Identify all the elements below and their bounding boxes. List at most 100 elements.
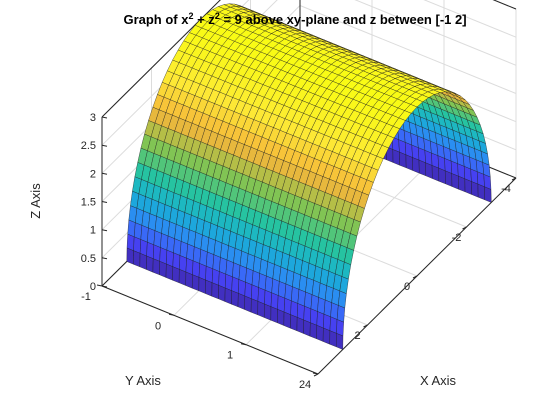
z-tick-mark [101,229,108,232]
y-tick-label: 0 [155,320,161,332]
z-tick-mark [101,201,108,203]
y-tick-mark [240,343,247,346]
x-tick-mark [511,177,517,181]
x-tick-mark [462,226,467,230]
x-tick-label: 4 [305,379,311,391]
surface-face [205,279,213,297]
surface-face [225,259,234,278]
surface-face [133,222,143,240]
surface-face [399,151,407,169]
z-tick-label: 1.5 [81,197,96,209]
grid-line [299,5,517,94]
z-tick-label: 1 [90,225,96,237]
surface-face [192,246,202,264]
chart-title: Graph of x2 + z2 = 9 above xy-plane and … [123,11,466,27]
surface-face [192,260,200,278]
surface-face [264,275,274,294]
surface-face [257,300,265,318]
surface-face [425,162,433,179]
surface-face [438,167,446,185]
x-tick-mark [363,324,368,328]
surface-face [484,186,492,203]
surface-face [290,300,299,318]
axes-front-box [96,116,517,377]
surface-face [224,287,232,305]
z-tick-label: 0 [90,281,96,293]
surface-face [263,303,272,321]
z-tick-label: 3 [90,112,96,124]
surface-face [153,230,162,248]
z-tick-mark [101,285,108,288]
surface-face [198,276,206,294]
surface-face [338,290,347,309]
surface-face [251,284,259,302]
surface-face [152,258,160,276]
surface-face [316,324,324,342]
surface-face [471,181,479,198]
x-tick-label: -4 [501,183,511,195]
surface-face [444,170,453,187]
surface-face [458,175,466,193]
z-tick-mark [101,144,108,147]
x-tick-label: 0 [404,281,410,293]
surface-face [412,157,420,174]
surface-mesh [126,3,492,350]
surface-face [322,327,331,345]
surface-face [477,183,485,201]
surface-face [146,255,154,273]
surface-face [329,316,338,334]
surface-face [237,292,246,310]
surface-face [133,236,142,254]
surface-face [211,268,220,286]
surface-face [277,308,285,326]
x-axis-label: X Axis [420,373,457,388]
surface-face [283,311,291,329]
y-tick-label: 2 [299,379,305,391]
surface-face [431,165,440,182]
surface-face [418,159,427,177]
surface-face [139,252,147,270]
z-tick-label: 2.5 [81,140,96,152]
surface-face [185,271,193,289]
x-tick-label: -2 [452,232,462,244]
surface-face [191,274,200,292]
z-tick-mark [101,172,108,175]
grid-line [354,0,517,66]
x-tick-label: 2 [354,330,360,342]
z-tick-label: 2 [90,168,96,180]
surface-face [270,306,278,324]
surface-face [205,251,215,270]
y-tick-mark [96,284,103,287]
surface-face [290,314,298,332]
surface-face [126,247,134,265]
y-tick-label: 1 [227,350,233,362]
surface-face [152,244,161,262]
surface-face [211,282,219,300]
y-axis-label: Y Axis [125,373,161,388]
surface-face [244,295,252,313]
grid-line [423,0,517,38]
surface-face [309,322,318,340]
surface-face [336,305,346,323]
surface-face [310,294,319,312]
surface-face [464,178,472,195]
z-tick-mark [101,257,108,260]
surface-face [310,308,318,326]
surface-face [133,250,141,268]
surface-face [329,330,337,348]
surface-face [159,260,167,278]
y-tick-mark [312,372,319,375]
surface-face [251,270,260,288]
x-tick-mark [412,275,418,279]
surface-face [165,263,174,281]
surface-face [172,266,180,284]
y-tick-mark [168,313,175,316]
surface-face [172,252,181,270]
surface-face [405,154,413,171]
surface-face [166,235,175,254]
surface-face [392,149,400,166]
surface-face [296,316,304,334]
